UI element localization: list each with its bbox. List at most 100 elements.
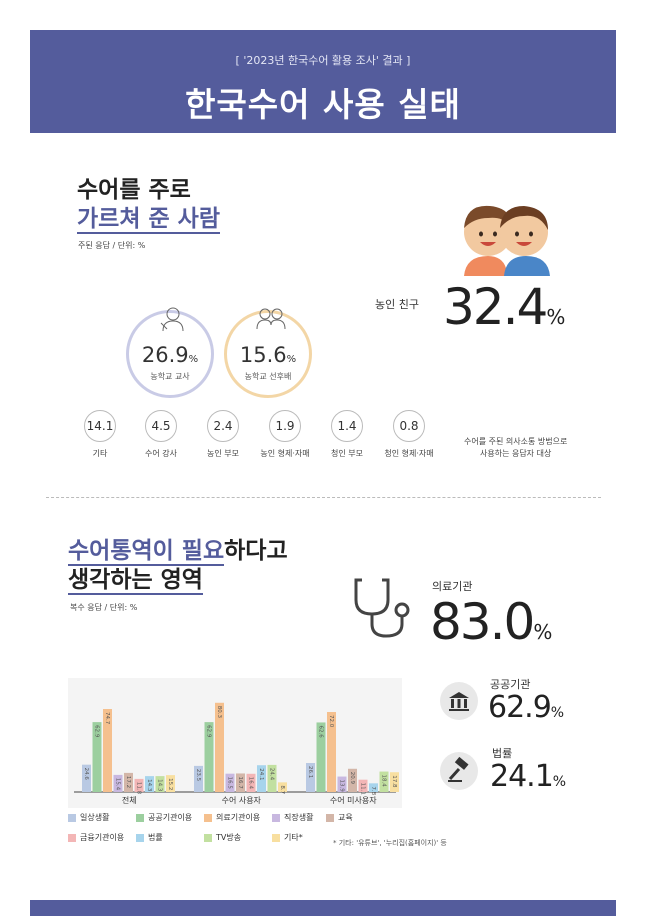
legend-label: 법률 [148, 833, 163, 842]
chart-data-label: 74.7 [104, 712, 110, 725]
legend-label: TV방송 [216, 833, 242, 842]
chart-bar [215, 702, 224, 792]
target-note: 수어를 주된 의사소통 방법으로 사용하는 응답자 대상 [464, 437, 568, 458]
legend-item: 금융기관이용 [68, 832, 124, 844]
chart-bar [306, 763, 315, 792]
highlight-label-public: 공공기관 [490, 678, 531, 691]
legend-item: 직장생활 [272, 812, 313, 824]
legend-label: 공공기관이용 [148, 813, 193, 822]
chart-bar [194, 765, 203, 792]
teacher-icon [160, 307, 184, 331]
chart-data-label: 24.4 [269, 768, 275, 781]
chart-data-label: 72.0 [328, 715, 334, 728]
chart-data-label: 17.2 [125, 776, 131, 788]
circle-deaf-school-peers: 15.6% 농학교 선후배 [224, 308, 312, 398]
chart-data-label: 14.3 [157, 779, 163, 792]
circle-label: 농학교 교사 [150, 372, 190, 381]
legend-swatch [68, 814, 76, 822]
small-circle-label: 농인 형제·자매 [260, 449, 310, 458]
legend-label: 기타* [284, 833, 303, 842]
section2-title-line2: 생각하는 영역 [68, 567, 203, 595]
small-circle-value: 2.4 [207, 410, 239, 442]
chart-bar [348, 768, 357, 792]
small-circle-label: 청인 형제·자매 [384, 449, 434, 458]
highlight-value-medical: 83.0% [430, 593, 553, 651]
circle-value: 15.6 [239, 343, 287, 367]
chart-data-label: 15.4 [115, 778, 121, 791]
chart-bar [278, 782, 287, 792]
chart-data-label: 14.3 [146, 779, 152, 792]
government-building-icon [440, 682, 478, 720]
highlight-label-medical: 의료기관 [432, 580, 473, 593]
chart-bar [113, 774, 123, 792]
chart-bar [316, 722, 326, 792]
header-subtitle: [ '2023년 한국수어 활용 조사' 결과 ] [235, 54, 411, 67]
legend-item: 법률 [136, 832, 163, 844]
chart-data-label: 7.8 [370, 786, 376, 795]
chart-bar [103, 709, 112, 792]
small-circle-value: 0.8 [393, 410, 425, 442]
chart-data-label: 13.9 [339, 780, 345, 793]
small-circle-label: 수어 강사 [145, 449, 177, 458]
highlight-value-legal: 24.1% [490, 759, 567, 794]
legend-label: 직장생활 [284, 813, 314, 822]
chart-bar [379, 771, 389, 792]
small-circle-value: 1.4 [331, 410, 363, 442]
chart-data-label: 16.4 [248, 777, 254, 790]
chart-bar [337, 776, 347, 792]
header-title: 한국수어 사용 실태 [185, 85, 461, 124]
circle-deaf-school-teacher: 26.9% 농학교 교사 [126, 307, 214, 398]
chart-category-label: 수어 미사용자 [330, 795, 377, 805]
stethoscope-icon [354, 578, 410, 638]
chart-data-label: 16.5 [227, 777, 233, 790]
header-banner: [ '2023년 한국수어 활용 조사' 결과 ] 한국수어 사용 실태 [30, 30, 616, 133]
chart-data-label: 11.8 [136, 782, 142, 795]
legend-swatch [136, 834, 144, 842]
section2-note: 복수 응답 / 단위: % [70, 603, 138, 612]
small-circle-value: 14.1 [84, 410, 116, 442]
legend-item: 의료기관이용 [204, 812, 260, 824]
circle-value: 26.9 [141, 343, 189, 367]
legend-swatch [68, 834, 76, 842]
chart-category-label: 수어 사용자 [222, 795, 262, 805]
highlight-label-legal: 법률 [492, 747, 513, 760]
chart-data-label: 24.1 [258, 768, 264, 780]
chart-data-label: 18.4 [381, 775, 387, 788]
section-divider [46, 497, 601, 498]
chart-data-label: 20.9 [349, 772, 355, 785]
chart-bar [155, 776, 165, 792]
chart-bar [134, 778, 144, 792]
small-circle-value: 1.9 [269, 410, 301, 442]
legend-label: 의료기관이용 [216, 813, 261, 822]
top-item-value: 32.4% [443, 278, 566, 336]
chart-bar [92, 722, 102, 792]
section2-title: 수어통역이 필요하다고 생각하는 영역 [68, 537, 288, 595]
chart-data-label: 23.5 [195, 769, 201, 782]
chart-bar [124, 772, 133, 792]
section1-title-line1: 수어를 주로 [77, 177, 191, 203]
small-circle-label: 농인 부모 [207, 449, 239, 458]
legend-item: TV방송 [204, 832, 241, 844]
highlight-value-public: 62.9% [488, 690, 565, 725]
section1-title-line2: 가르쳐 준 사람 [77, 206, 220, 234]
chart-bar [82, 764, 91, 792]
chart-bar [236, 773, 245, 792]
chart-data-label: 62.9 [206, 725, 212, 738]
chart-data-label: 80.3 [216, 706, 222, 719]
chart-bar [204, 722, 214, 792]
chart-bar [246, 773, 256, 792]
chart-bar [358, 779, 368, 792]
legend-item: 교육 [326, 812, 353, 824]
section2-title-rest: 하다고 [224, 538, 288, 564]
legend-label: 교육 [338, 813, 353, 822]
legend-item: 공공기관이용 [136, 812, 192, 824]
legend-swatch [272, 834, 280, 842]
chart-data-label: 16.7 [237, 776, 243, 789]
small-circle-label: 기타 [92, 449, 108, 458]
small-circle-value: 4.5 [145, 410, 177, 442]
chart-bar [166, 775, 175, 792]
small-circle-label: 청인 부모 [331, 449, 363, 458]
chart-bar [327, 712, 336, 792]
top-item-label: 농인 친구 [375, 298, 419, 311]
chart-bar [267, 764, 277, 792]
